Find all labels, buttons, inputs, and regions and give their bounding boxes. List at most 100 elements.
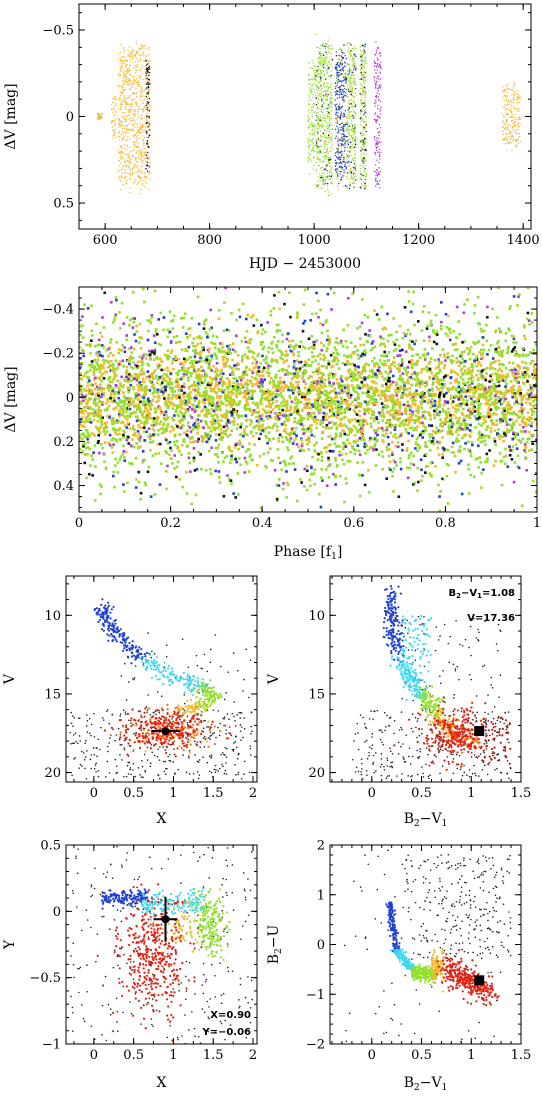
lightcurve-point: [338, 166, 340, 169]
phased-point: [256, 406, 260, 410]
lightcurve-point: [507, 99, 509, 101]
lightcurve-point: [375, 149, 378, 152]
lightcurve-point: [129, 168, 131, 171]
phased-point: [380, 402, 384, 405]
lightcurve-point: [351, 89, 353, 92]
lightcurve-point: [339, 80, 341, 83]
lightcurve-point: [117, 131, 120, 133]
lightcurve-point: [145, 48, 148, 50]
phased-point: [185, 409, 188, 413]
phased-point: [140, 386, 143, 389]
phased-point: [122, 435, 125, 439]
lightcurve-point: [360, 74, 363, 77]
lightcurve-point: [122, 151, 124, 154]
lightcurve-point: [111, 109, 113, 111]
lightcurve-point: [319, 159, 321, 161]
lightcurve-point: [312, 142, 315, 144]
phased-point: [469, 345, 473, 349]
phased-point: [352, 409, 356, 412]
lightcurve-point: [344, 72, 346, 75]
phased-point: [525, 378, 529, 382]
phased-point: [331, 407, 335, 410]
phased-point: [460, 423, 464, 426]
lightcurve-point: [119, 123, 121, 125]
phased-point: [487, 406, 491, 410]
lightcurve-point: [122, 87, 124, 89]
lightcurve-point: [319, 89, 322, 91]
lightcurve-point: [133, 75, 135, 78]
lightcurve-point: [379, 78, 382, 80]
phased-point: [89, 464, 92, 467]
lightcurve-point: [139, 94, 141, 97]
phased-point: [319, 389, 322, 393]
lightcurve-point: [352, 159, 355, 162]
lightcurve-point: [323, 135, 326, 137]
phased-point: [274, 373, 278, 376]
lightcurve-point: [322, 161, 324, 163]
phased-point: [151, 454, 155, 458]
lightcurve-point: [146, 122, 148, 124]
lightcurve-point: [139, 192, 142, 195]
lightcurve-point: [319, 119, 322, 122]
lightcurve-point: [129, 88, 132, 90]
phased-point: [438, 395, 441, 399]
phased-point: [428, 439, 431, 443]
lightcurve-point: [135, 159, 137, 161]
phased-point: [185, 372, 188, 376]
lightcurve-point: [338, 153, 341, 155]
lightcurve-point: [122, 121, 124, 123]
lightcurve-point: [130, 53, 133, 55]
phased-point: [501, 412, 504, 416]
phased-point: [97, 350, 101, 354]
lightcurve-point: [309, 144, 311, 147]
phased-point: [461, 407, 465, 411]
lightcurve-point: [143, 107, 145, 109]
lightcurve-point: [326, 72, 328, 74]
lightcurve-point: [315, 144, 317, 146]
lightcurve-point: [146, 157, 149, 159]
phased-point: [245, 373, 249, 377]
phased-point: [270, 393, 274, 396]
phased-point: [186, 358, 190, 361]
lightcurve-point: [119, 74, 121, 77]
lightcurve-point: [351, 182, 354, 185]
lightcurve-point: [335, 122, 337, 124]
phased-point: [320, 455, 324, 459]
lightcurve-point: [125, 175, 127, 178]
phased-point: [392, 424, 396, 428]
lightcurve-point: [126, 149, 128, 151]
lightcurve-point: [319, 151, 322, 153]
phased-point: [386, 405, 390, 409]
lightcurve-point: [319, 84, 322, 86]
phased-point: [332, 413, 336, 416]
lightcurve-point: [323, 73, 326, 75]
lightcurve-point: [344, 79, 347, 81]
phased-point: [150, 314, 154, 317]
lightcurve-point: [349, 186, 351, 188]
phased-point: [452, 451, 456, 454]
lightcurve-point: [375, 65, 377, 67]
lightcurve-point: [354, 63, 356, 65]
phased-point: [207, 432, 210, 436]
lightcurve-point: [120, 162, 122, 165]
lightcurve-point: [348, 70, 350, 72]
phased-point: [338, 450, 341, 454]
phased-point: [490, 379, 494, 382]
phased-point: [232, 492, 236, 495]
phased-point: [521, 371, 524, 374]
phased-point: [491, 401, 494, 404]
phased-point: [84, 371, 88, 375]
phased-point: [165, 487, 168, 491]
phased-point: [516, 369, 520, 373]
lightcurve-point: [149, 170, 151, 173]
lightcurve-point: [130, 105, 133, 108]
lightcurve-point: [136, 131, 138, 134]
phased-point: [528, 419, 531, 422]
lightcurve-point: [361, 91, 364, 93]
phased-point: [465, 390, 469, 394]
lightcurve-point: [136, 96, 138, 98]
phased-point: [319, 411, 322, 414]
lightcurve-point: [129, 79, 131, 82]
lightcurve-point: [148, 123, 151, 125]
phased-point: [462, 311, 466, 315]
